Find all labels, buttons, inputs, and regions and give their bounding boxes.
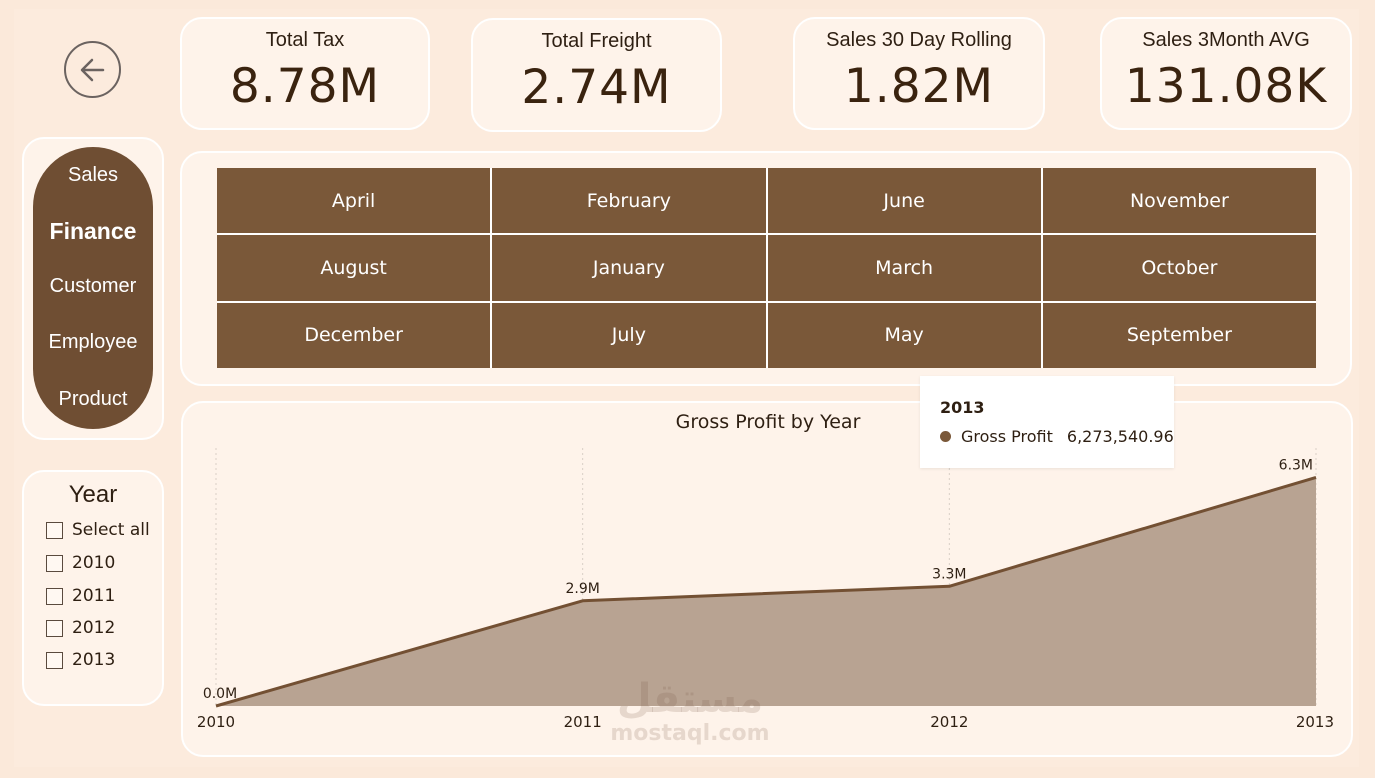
year-option-label: 2012 (72, 618, 116, 638)
month-tile[interactable]: October (1042, 235, 1316, 301)
chart-area-layer (215, 475, 1317, 708)
nav-item-employee[interactable]: Employee (48, 331, 138, 353)
tooltip-series-name: Gross Profit (961, 427, 1053, 446)
x-tick-label: 2010 (197, 713, 235, 731)
year-slicer-title: Year (68, 481, 118, 508)
checkbox[interactable] (46, 651, 63, 669)
year-option-label: 2013 (72, 650, 116, 670)
year-option-label: Select all (72, 520, 150, 540)
watermark: مستقل mostaql.com (590, 677, 790, 746)
watermark-logo: مستقل (616, 676, 764, 722)
month-tile[interactable]: March (767, 235, 1041, 301)
month-tile[interactable]: December (217, 302, 491, 368)
kpi-value: 2.74M (521, 60, 672, 115)
arrow-left-icon (80, 58, 104, 81)
nav-item-customer[interactable]: Customer (49, 275, 137, 297)
month-slicer-grid: April February June November August Janu… (217, 168, 1316, 368)
month-tile[interactable]: September (1042, 302, 1316, 368)
kpi-card-sales-30-day-rolling: Sales 30 Day Rolling 1.82M (793, 17, 1045, 130)
chart-tooltip: 2013 Gross Profit 6,273,540.96 (920, 376, 1174, 468)
tooltip-row: Gross Profit 6,273,540.96 (940, 427, 1174, 446)
checkbox[interactable] (46, 554, 63, 572)
series-line (215, 475, 1317, 708)
watermark-url: mostaql.com (610, 721, 770, 746)
month-tile[interactable]: August (217, 235, 491, 301)
month-tile[interactable]: June (767, 168, 1041, 234)
back-button[interactable] (64, 41, 121, 98)
tooltip-title: 2013 (940, 398, 985, 417)
kpi-title: Total Tax (265, 29, 345, 51)
nav-item-product[interactable]: Product (58, 388, 128, 410)
year-option-2012[interactable]: 2012 (46, 618, 115, 638)
month-tile[interactable]: April (217, 168, 491, 234)
checkbox[interactable] (46, 619, 63, 637)
month-tile[interactable]: May (767, 302, 1041, 368)
kpi-value: 1.82M (843, 59, 995, 114)
data-label: 0.0M (203, 686, 237, 702)
data-label: 6.3M (1279, 457, 1313, 473)
year-option-label: 2010 (72, 553, 116, 573)
chart-data-labels: 0.0M 2.9M 3.3M 6.3M (203, 457, 1313, 702)
kpi-title: Total Freight (541, 30, 652, 52)
month-tile[interactable]: November (1042, 168, 1316, 234)
x-tick-label: 2012 (930, 713, 968, 731)
year-option-2013[interactable]: 2013 (46, 650, 115, 670)
checkbox[interactable] (46, 587, 63, 605)
month-tile[interactable]: July (492, 302, 766, 368)
kpi-card-total-freight: Total Freight 2.74M (471, 18, 722, 132)
nav-item-sales[interactable]: Sales (67, 164, 119, 186)
checkbox[interactable] (46, 521, 63, 539)
kpi-card-sales-3month-avg: Sales 3Month AVG 131.08K (1100, 17, 1352, 130)
kpi-title: Sales 30 Day Rolling (826, 29, 1012, 51)
kpi-card-total-tax: Total Tax 8.78M (180, 17, 430, 130)
year-option-2010[interactable]: 2010 (46, 553, 115, 573)
area-fill (216, 477, 1316, 706)
kpi-value: 131.08K (1124, 59, 1328, 114)
chart-title: Gross Profit by Year (675, 411, 861, 433)
series-dot-icon (940, 431, 951, 442)
year-option-select-all[interactable]: Select all (46, 520, 150, 540)
x-tick-label: 2013 (1296, 713, 1334, 731)
year-slicer-card (22, 470, 164, 706)
year-option-2011[interactable]: 2011 (46, 586, 115, 606)
year-option-label: 2011 (72, 586, 116, 606)
kpi-value: 8.78M (229, 59, 381, 114)
chart-x-ticks: 2010 2011 2012 2013 (197, 713, 1334, 731)
tooltip-value: 6,273,540.96 (1066, 427, 1174, 446)
month-tile[interactable]: January (492, 235, 766, 301)
nav-item-finance[interactable]: Finance (49, 218, 137, 244)
x-tick-label: 2011 (564, 713, 602, 731)
data-label: 2.9M (565, 581, 599, 597)
kpi-title: Sales 3Month AVG (1142, 29, 1310, 51)
month-tile[interactable]: February (492, 168, 766, 234)
nav-pill (33, 147, 153, 429)
data-label: 3.3M (932, 566, 966, 582)
